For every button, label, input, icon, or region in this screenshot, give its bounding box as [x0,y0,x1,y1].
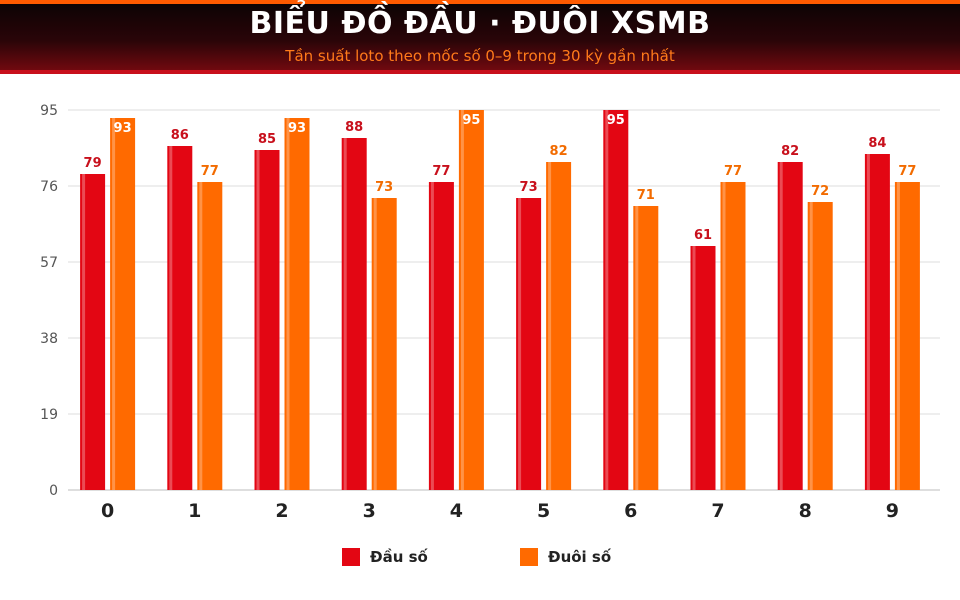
bar-highlight [518,198,522,490]
y-tick-label: 95 [40,103,58,119]
bar-value-label: 93 [114,121,132,136]
chart-title: BIỂU ĐỒ ĐẦU · ĐUÔI XSMB [249,6,711,41]
bar-value-label: 88 [345,120,363,135]
bar-duoi [546,162,572,490]
x-tick-label: 0 [101,500,114,522]
chart-subtitle: Tần suất loto theo mốc số 0–9 trong 30 k… [285,47,675,65]
y-tick-label: 19 [40,407,58,423]
bar-dau [80,174,106,490]
bar-highlight [373,198,377,490]
y-tick-label: 38 [40,331,58,347]
bar-value-label: 93 [288,121,306,136]
bar-value-label: 84 [868,136,886,151]
bar-highlight [430,182,434,490]
bar-value-label: 77 [898,164,916,179]
x-tick-label: 9 [886,500,899,522]
bar-duoi [371,198,397,490]
bar-highlight [635,206,639,490]
y-tick-label: 76 [40,179,58,195]
bar-dau [428,182,454,490]
x-tick-label: 7 [711,500,724,522]
x-tick-label: 8 [799,500,812,522]
bar-duoi [110,118,136,490]
bar-highlight [460,110,464,490]
bar-value-label: 72 [811,184,829,199]
bar-value-label: 77 [432,164,450,179]
bar-highlight [169,146,173,490]
header-bottom-accent [0,70,960,74]
legend-swatch-duoi [520,548,538,566]
bar-highlight [199,182,203,490]
x-tick-label: 2 [275,500,288,522]
bar-highlight [896,182,900,490]
legend-label-duoi: Đuôi số [548,548,612,566]
bar-value-label: 95 [607,113,625,128]
bar-value-label: 73 [375,180,393,195]
legend-item-dau: Đầu số [342,546,428,568]
x-tick-label: 5 [537,500,550,522]
bar-highlight [286,118,290,490]
bar-highlight [809,202,813,490]
bar-value-label: 73 [520,180,538,195]
legend-item-duoi: Đuôi số [520,546,611,568]
bar-dau [167,146,193,490]
bar-duoi [284,118,310,490]
bar-dau [516,198,542,490]
chart-header: BIỂU ĐỒ ĐẦU · ĐUÔI XSMB Tần suất loto th… [0,0,960,74]
bar-highlight [343,138,347,490]
bar-value-label: 82 [550,144,568,159]
chart-legend: Đầu số Đuôi số [0,546,960,568]
y-tick-label: 0 [49,483,58,499]
bar-value-label: 95 [462,113,480,128]
bar-dau [341,138,367,490]
bar-duoi [894,182,920,490]
bar-value-label: 71 [637,188,655,203]
bar-highlight [722,182,726,490]
x-tick-label: 4 [450,500,463,522]
bar-dau [254,150,280,490]
bar-dau [603,110,629,490]
bar-duoi [197,182,223,490]
bar-value-label: 79 [84,156,102,171]
bar-value-label: 77 [724,164,742,179]
legend-swatch-dau [342,548,360,566]
bar-highlight [779,162,783,490]
bar-highlight [112,118,116,490]
bar-value-label: 77 [201,164,219,179]
bar-value-label: 85 [258,132,276,147]
bar-dau [690,246,716,490]
bar-duoi [458,110,484,490]
x-tick-label: 6 [624,500,637,522]
bar-dau [777,162,803,490]
y-tick-label: 57 [40,255,58,271]
x-tick-label: 1 [188,500,201,522]
bar-highlight [605,110,609,490]
bar-highlight [866,154,870,490]
bar-duoi [633,206,659,490]
bar-dau [864,154,890,490]
bar-duoi [720,182,746,490]
bar-duoi [807,202,833,490]
bar-highlight [82,174,86,490]
bar-highlight [692,246,696,490]
bar-value-label: 86 [171,128,189,143]
x-tick-label: 3 [363,500,376,522]
bar-highlight [548,162,552,490]
bar-value-label: 61 [694,228,712,243]
bar-highlight [256,150,260,490]
legend-label-dau: Đầu số [370,548,428,566]
header-top-accent [0,0,960,4]
bar-value-label: 82 [781,144,799,159]
